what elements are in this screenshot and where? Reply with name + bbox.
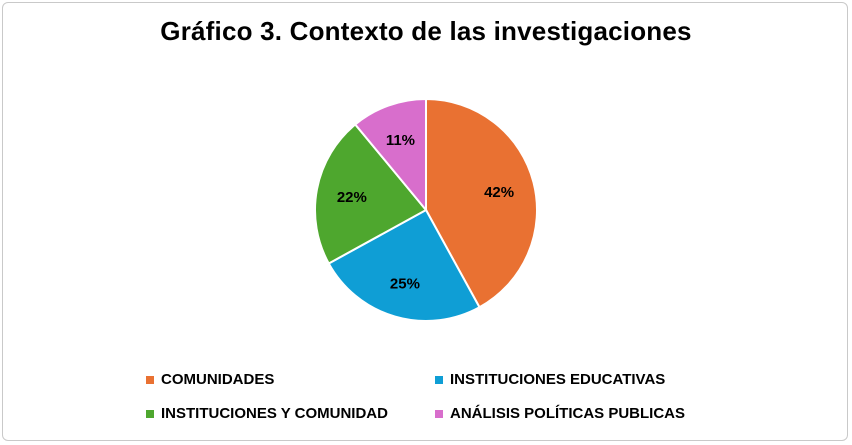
legend-item-instituciones-y-comunidad: INSTITUCIONES Y COMUNIDAD [146,405,388,422]
legend-item-comunidades: COMUNIDADES [146,371,274,388]
legend-swatch-instituciones-educativas [435,375,443,384]
pie-label-comunidades: 42% [484,184,514,201]
legend-label-instituciones-educativas: INSTITUCIONES EDUCATIVAS [450,371,666,388]
pie-slice-labels: 42% 25% 22% 11% [337,132,514,293]
pie-slice-instituciones-educativas [327,208,481,322]
pie-label-instituciones-educativas: 25% [390,275,420,292]
pie-slices [314,97,538,322]
pie-label-analisis-politicas-publicas: 11% [386,132,415,149]
legend-item-analisis-politicas-publicas: ANÁLISIS POLÍTICAS PUBLICAS [435,405,685,422]
legend-swatch-instituciones-y-comunidad [146,409,154,418]
legend-item-instituciones-educativas: INSTITUCIONES EDUCATIVAS [435,371,665,388]
legend-swatch-analisis-politicas-publicas [435,409,443,418]
pie-slice-analisis-politicas-publicas [353,97,427,213]
pie-label-instituciones-y-comunidad: 22% [337,189,367,206]
legend-label-analisis-politicas-publicas: ANÁLISIS POLÍTICAS PUBLICAS [450,405,686,422]
legend-label-instituciones-y-comunidad: INSTITUCIONES Y COMUNIDAD [161,405,388,422]
legend-swatch-comunidades [146,375,154,384]
pie-slice-instituciones-y-comunidad [314,123,428,265]
pie-slice-comunidades [425,97,538,309]
legend-label-comunidades: COMUNIDADES [161,371,275,388]
chart-title: Gráfico 3. Contexto de las investigacion… [160,16,692,46]
